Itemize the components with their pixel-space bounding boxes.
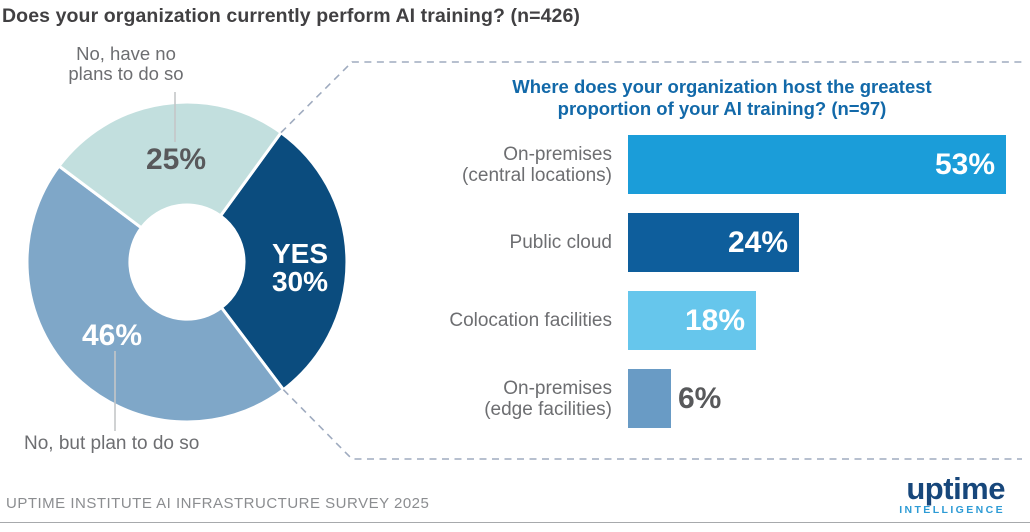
footer-source-text: UPTIME INSTITUTE AI INFRASTRUCTURE SURVE… xyxy=(6,495,430,512)
bar-row-public-cloud: Public cloud 24% xyxy=(404,213,1028,272)
uptime-intelligence-logo: uptime INTELLIGENCE xyxy=(899,471,1005,516)
bar-category-label-line1: Public cloud xyxy=(509,232,612,253)
donut-label-no-plans-line2: plans to do so xyxy=(68,63,184,84)
donut-label-no-plans-line1: No, have no xyxy=(76,43,176,64)
bar-category-label-line2: (central locations) xyxy=(462,164,612,186)
bar-category-label: Public cloud xyxy=(404,232,628,253)
donut-value-yes-line2: 30% xyxy=(271,266,329,297)
bar-category-label-line1: On-premises xyxy=(503,377,612,399)
uptime-wordmark: uptime xyxy=(906,471,1005,506)
donut-segment-no-have-no-plans-to-do-so xyxy=(57,100,283,230)
donut-label-plan-to: No, but plan to do so xyxy=(24,433,200,454)
bar-on-premises-edge xyxy=(628,369,671,428)
bar-track: 53% xyxy=(628,135,1028,194)
bar-category-label-line1: Colocation facilities xyxy=(449,310,612,331)
bar-chart-title: Where does your organization host the gr… xyxy=(420,76,1024,120)
intelligence-sub-brand: INTELLIGENCE xyxy=(899,504,1005,516)
bar-track: 18% xyxy=(628,291,1028,350)
donut-segment-yes xyxy=(219,131,349,392)
donut-label-no-plans: No, have no plans to do so xyxy=(36,44,216,84)
callout-dashed-line-bottom xyxy=(282,389,1022,460)
bar-value-label: 53% xyxy=(934,147,995,181)
bar-value-label: 24% xyxy=(727,225,788,259)
bar-row-on-premises-central: On-premises (central locations) 53% xyxy=(404,135,1028,194)
bar-category-label: On-premises (edge facilities) xyxy=(404,378,628,420)
donut-segment-no-but-plan-to-do-so xyxy=(25,164,285,424)
bar-track: 24% xyxy=(628,213,1028,272)
bar-on-premises-central: 53% xyxy=(628,135,1006,194)
donut-value-plan-to: 46% xyxy=(81,319,143,352)
donut-value-yes-line1: YES xyxy=(271,238,329,269)
callout-dashed-line-top xyxy=(280,61,1022,134)
donut-value-no-plans: 25% xyxy=(145,143,207,176)
bar-category-label: On-premises (central locations) xyxy=(404,144,628,186)
bar-category-label-line1: On-premises xyxy=(503,143,612,165)
bar-row-on-premises-edge: On-premises (edge facilities) 6% xyxy=(404,369,1028,428)
bar-row-colocation: Colocation facilities 18% xyxy=(404,291,1028,350)
footer-divider xyxy=(0,522,1030,523)
bar-value-label: 18% xyxy=(684,303,745,337)
bar-chart: On-premises (central locations) 53% Publ… xyxy=(404,135,1028,447)
bar-public-cloud: 24% xyxy=(628,213,799,272)
bar-track: 6% xyxy=(628,369,1028,428)
donut-value-yes: YES 30% xyxy=(252,240,348,296)
bar-chart-title-line1: Where does your organization host the gr… xyxy=(512,76,932,97)
bar-chart-title-line2: proportion of your AI training? (n=97) xyxy=(557,98,887,119)
bar-value-label: 6% xyxy=(678,381,722,415)
bar-colocation: 18% xyxy=(628,291,756,350)
bar-category-label-line2: (edge facilities) xyxy=(484,398,612,420)
bar-category-label: Colocation facilities xyxy=(404,310,628,331)
page-title: Does your organization currently perform… xyxy=(2,5,581,27)
